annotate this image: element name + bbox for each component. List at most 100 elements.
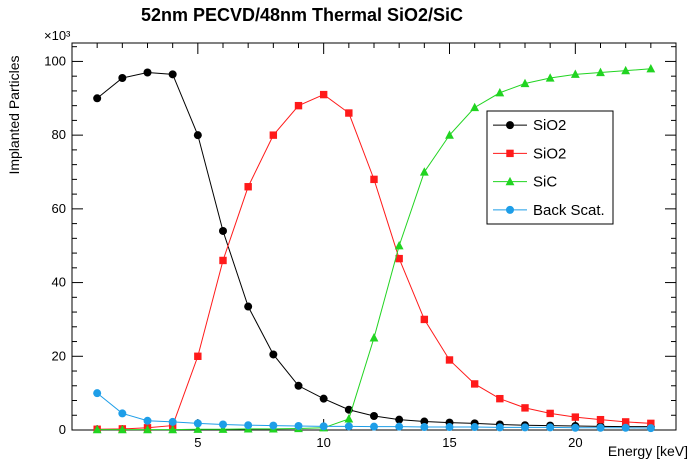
- axis-ticks: [72, 43, 676, 430]
- data-point-marker: [143, 416, 152, 425]
- data-point-marker: [344, 422, 353, 431]
- data-point-marker: [505, 176, 515, 186]
- data-point-marker: [319, 394, 328, 403]
- legend-box: [486, 110, 614, 225]
- svg-text:80: 80: [52, 127, 66, 142]
- data-point-marker: [193, 424, 203, 433]
- x-tick-labels: 5 10 15 20: [194, 435, 582, 450]
- data-point-marker: [143, 424, 152, 434]
- data-point-marker: [571, 413, 580, 421]
- y-axis-title: Implanted Particles: [6, 55, 22, 175]
- svg-text:15: 15: [442, 435, 456, 450]
- data-point-marker: [395, 422, 404, 431]
- data-point-marker: [546, 409, 554, 418]
- data-point-marker: [269, 421, 278, 430]
- data-point-marker: [168, 417, 177, 426]
- data-point-marker: [445, 356, 454, 364]
- data-point-marker: [193, 131, 202, 140]
- data-point-marker: [546, 423, 555, 432]
- plot-frame: [71, 42, 677, 431]
- legend: SiO2 SiO2 SiC Back Scat.: [486, 110, 614, 225]
- svg-text:40: 40: [52, 275, 66, 290]
- data-point-marker: [345, 109, 353, 117]
- data-point-marker: [506, 205, 514, 214]
- data-point-marker: [143, 68, 152, 77]
- legend-item: SiC: [493, 174, 557, 191]
- data-point-marker: [521, 423, 529, 432]
- data-point-marker: [269, 350, 278, 359]
- svg-text:10: 10: [316, 435, 330, 450]
- data-point-marker: [395, 254, 403, 263]
- data-point-marker: [193, 419, 202, 428]
- svg-text:60: 60: [52, 201, 66, 216]
- data-point-marker: [194, 352, 202, 360]
- data-point-marker: [646, 64, 656, 73]
- y-axis-multiplier: ×10³: [44, 28, 71, 43]
- data-point-marker: [445, 130, 454, 139]
- data-point-marker: [269, 131, 278, 139]
- data-point-marker: [445, 423, 454, 432]
- data-point-marker: [506, 149, 514, 158]
- data-point-marker: [219, 256, 227, 265]
- data-point-marker: [419, 167, 429, 176]
- data-point-marker: [496, 394, 504, 403]
- data-point-marker: [521, 404, 529, 412]
- data-point-marker: [646, 424, 655, 433]
- data-point-marker: [506, 121, 514, 130]
- data-point-marker: [93, 389, 102, 398]
- data-point-marker: [596, 423, 605, 432]
- data-point-marker: [294, 101, 303, 110]
- data-point-marker: [319, 422, 328, 431]
- data-point-marker: [118, 409, 127, 418]
- data-point-marker: [244, 183, 252, 191]
- data-point-marker: [621, 65, 631, 75]
- data-point-marker: [470, 423, 479, 432]
- x-axis-title: Energy [keV]: [607, 443, 688, 459]
- data-point-marker: [394, 240, 404, 250]
- data-point-marker: [520, 78, 530, 88]
- data-point-marker: [495, 87, 505, 97]
- data-point-marker: [219, 226, 227, 235]
- data-point-marker: [168, 424, 178, 434]
- y-tick-labels: 0 20 40 60 80 100: [44, 53, 66, 437]
- data-point-marker: [118, 74, 127, 83]
- data-point-marker: [344, 414, 354, 423]
- data-point-marker: [370, 175, 378, 184]
- data-point-marker: [168, 70, 177, 79]
- legend-item: SiO2: [493, 145, 566, 162]
- data-point-marker: [369, 333, 379, 342]
- data-point-marker: [370, 422, 378, 431]
- data-point-marker: [571, 423, 580, 432]
- data-point-marker: [93, 94, 102, 103]
- data-point-marker: [596, 415, 605, 424]
- legend-item: Back Scat.: [493, 202, 605, 219]
- data-point-marker: [370, 411, 378, 420]
- data-point-marker: [470, 380, 479, 388]
- data-point-marker: [621, 423, 630, 432]
- data-point-marker: [621, 418, 630, 426]
- svg-text:20: 20: [52, 348, 66, 363]
- data-point-marker: [470, 102, 480, 112]
- data-point-marker: [92, 424, 102, 434]
- data-point-marker: [218, 424, 228, 433]
- data-point-marker: [117, 424, 127, 434]
- data-point-marker: [294, 421, 303, 430]
- chart-title: 52nm PECVD/48nm Thermal SiO2/SiC: [140, 5, 464, 25]
- legend-label: Back Scat.: [533, 202, 605, 219]
- legend-label: SiO2: [533, 117, 566, 134]
- svg-text:0: 0: [59, 422, 66, 437]
- data-point-marker: [395, 415, 404, 424]
- data-point-marker: [420, 315, 429, 324]
- series-3-back-scat-: [93, 389, 655, 433]
- svg-text:20: 20: [568, 435, 582, 450]
- series-2-sic: [92, 64, 656, 434]
- data-point-marker: [420, 417, 429, 426]
- svg-text:100: 100: [44, 53, 66, 68]
- legend-item: SiO2: [493, 117, 566, 134]
- data-point-marker: [495, 423, 504, 432]
- data-point-marker: [647, 419, 655, 428]
- data-point-marker: [420, 423, 429, 432]
- legend-label: SiC: [533, 174, 557, 191]
